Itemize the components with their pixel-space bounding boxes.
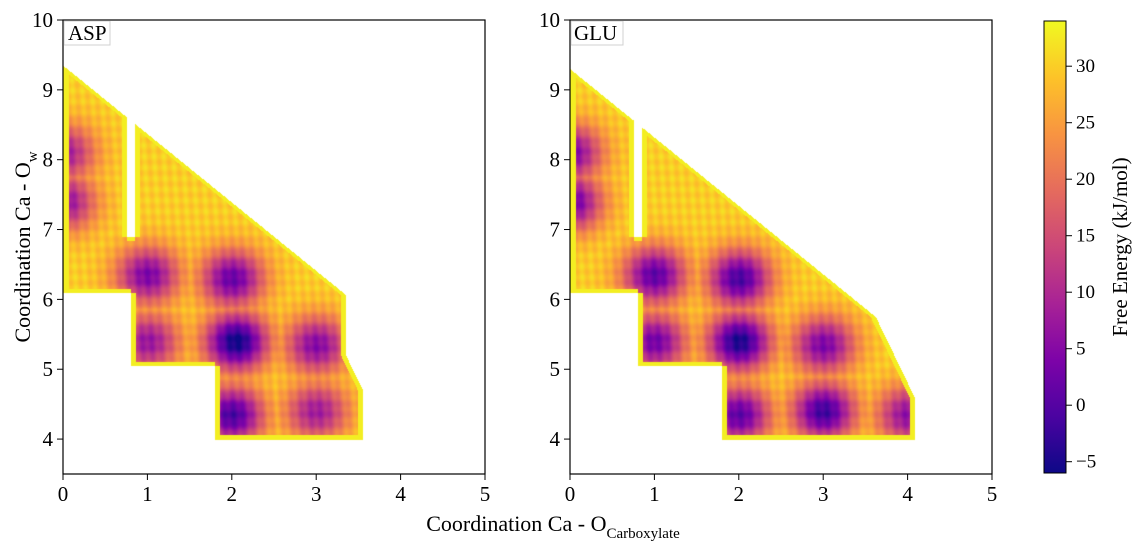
panel-title-glu: GLU	[574, 21, 617, 45]
panel-glu: 0 1 2 3 4 5 4 5 6 7 8 9 10 GLU	[539, 8, 997, 506]
y-tick-label: 9	[43, 78, 54, 102]
y-tick-label: 8	[43, 148, 54, 172]
y-tick-label: 5	[43, 357, 54, 381]
panel-title-box-asp	[63, 20, 111, 46]
colorbar-tick-label: 20	[1076, 169, 1095, 190]
y-tick-label: 10	[539, 8, 560, 32]
x-tick-label: 1	[142, 482, 153, 506]
plot-frame-glu: 0 1 2 3 4 5 4 5 6 7 8 9 10	[539, 8, 997, 506]
y-tick-label: 5	[550, 357, 561, 381]
x-tick-label: 0	[565, 482, 576, 506]
x-tick-label: 4	[902, 482, 913, 506]
y-axis-label: Coordination Ca - Ow	[10, 151, 41, 342]
x-tick-label: 4	[395, 482, 406, 506]
y-tick-label: 7	[550, 218, 561, 242]
y-tick-label: 8	[550, 148, 561, 172]
x-axis-label: Coordination Ca - OCarboxylate	[426, 511, 680, 542]
colorbar-gradient	[1043, 20, 1067, 474]
x-tick-label: 3	[818, 482, 829, 506]
plot-frame-asp: 0 1 2 3 4 5 4 5 6 7 8 9 10	[32, 8, 490, 506]
x-tick-label: 0	[58, 482, 69, 506]
heatmap-asp	[63, 20, 485, 474]
colorbar-tick-label: 30	[1076, 56, 1095, 77]
x-axis-label-subscript: Carboxylate	[606, 526, 680, 542]
x-tick-label: 5	[987, 482, 998, 506]
heatmap-glu	[570, 20, 992, 474]
y-tick-label: 4	[43, 427, 54, 451]
y-tick-label: 10	[32, 8, 53, 32]
y-tick-label: 7	[43, 218, 54, 242]
colorbar-tick-label: 10	[1076, 282, 1095, 303]
colorbar: −5 0 5 10 15 20 25 30 Free Energy (kJ/mol)	[1043, 20, 1132, 474]
y-tick-label: 6	[43, 287, 54, 311]
y-tick-label: 4	[550, 427, 561, 451]
heatmap-image-glu	[570, 20, 992, 474]
colorbar-ticks: −5 0 5 10 15 20 25 30	[1066, 56, 1096, 473]
panel-title-asp: ASP	[68, 21, 107, 45]
panel-title-box-glu	[570, 20, 624, 46]
heatmap-image-asp	[63, 20, 485, 474]
panel-asp: 0 1 2 3 4 5 4 5 6 7 8 9 10 ASP	[32, 8, 490, 506]
x-axis-label-main: Coordination Ca - O	[426, 511, 606, 536]
x-tick-label: 2	[227, 482, 238, 506]
colorbar-tick-label: 5	[1076, 339, 1086, 360]
colorbar-tick-label: 25	[1076, 113, 1095, 134]
x-tick-label: 1	[649, 482, 660, 506]
x-tick-label: 3	[311, 482, 322, 506]
y-axis-label-subscript: w	[25, 151, 41, 162]
y-tick-label: 9	[550, 78, 561, 102]
plot-border	[62, 19, 486, 475]
y-tick-label: 6	[550, 287, 561, 311]
y-axis-label-main: Coordination Ca - O	[10, 162, 35, 342]
colorbar-tick-label: 15	[1076, 226, 1095, 247]
colorbar-tick-label: 0	[1076, 395, 1086, 416]
x-tick-label: 5	[480, 482, 491, 506]
plot-border	[569, 19, 993, 475]
colorbar-tick-label: −5	[1076, 452, 1096, 473]
x-tick-label: 2	[734, 482, 745, 506]
colorbar-label: Free Energy (kJ/mol)	[1108, 157, 1132, 336]
